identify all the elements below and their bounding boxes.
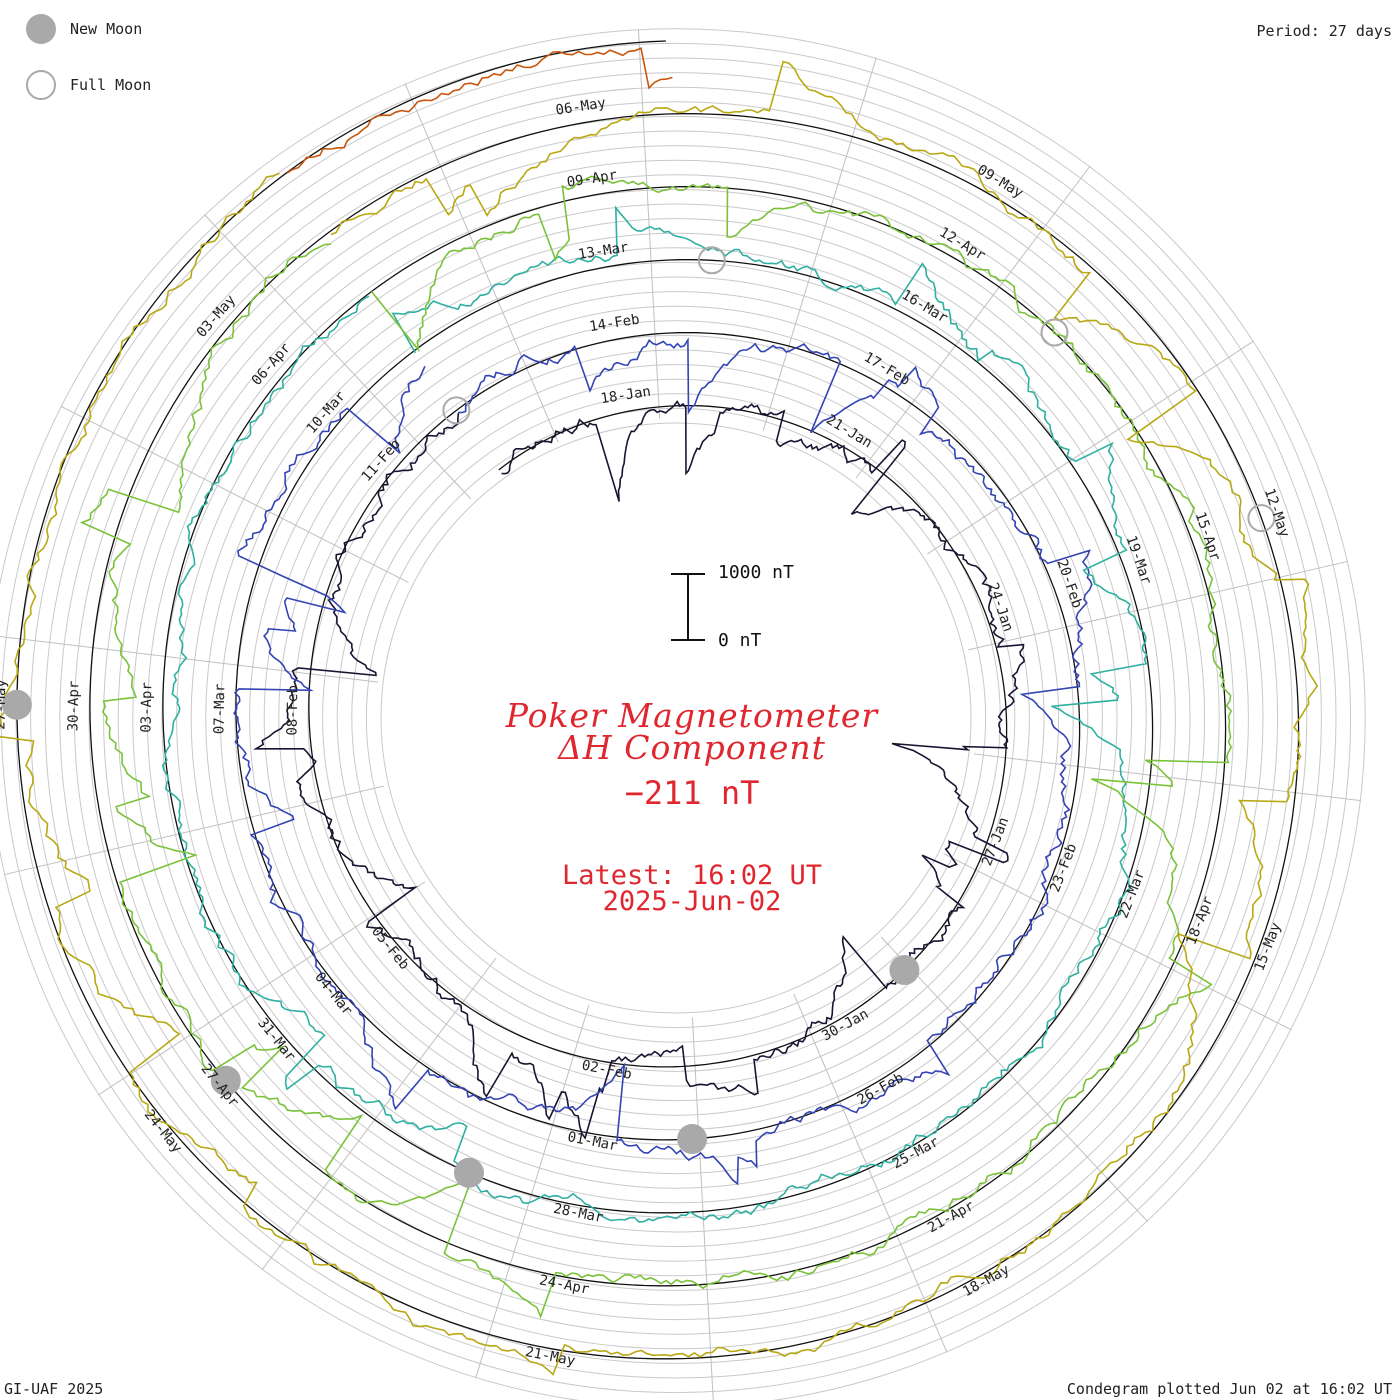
latest-time: Latest: 16:02 UT (561, 860, 823, 891)
grid-ring (88, 130, 1264, 1306)
date-label: 07-Mar (211, 683, 228, 734)
new-moon-marker (1, 689, 32, 720)
new-moon-marker (454, 1157, 484, 1188)
grid-spoke (691, 1017, 714, 1400)
grid-ring (249, 291, 1103, 1145)
grid-spoke (880, 936, 1149, 1222)
grid-layer (0, 28, 1366, 1400)
grid-spoke (261, 957, 497, 1271)
scale-bottom-label: 0 nT (718, 630, 762, 651)
series-turn-6 (286, 47, 673, 174)
date-label: 16-Mar (899, 287, 951, 327)
grid-spoke (3, 785, 384, 876)
chart-subtitle: ΔH Component (558, 728, 826, 767)
series-turn-5 (0, 60, 1319, 1376)
grid-spoke (0, 635, 379, 683)
date-label: 03-Apr (138, 682, 155, 733)
scale-bar (671, 573, 705, 641)
series-turn-4 (79, 175, 1233, 1319)
grid-ring (0, 28, 1366, 1400)
grid-spoke (943, 853, 1292, 1031)
grid-spoke (926, 340, 1255, 555)
series-turn-3 (161, 205, 1148, 1223)
grid-ring (234, 276, 1118, 1160)
new-moon-label: New Moon (70, 20, 143, 38)
grid-spoke (793, 993, 948, 1353)
grid-ring (336, 378, 1016, 1058)
date-label: 09-Apr (566, 167, 618, 191)
date-label: 21-Jan (823, 412, 875, 452)
grid-ring (59, 101, 1293, 1335)
grid-ring (44, 86, 1308, 1350)
data-series-layer (0, 47, 1319, 1376)
new-moon-icon (26, 14, 56, 44)
grid-ring (219, 261, 1133, 1175)
reference-spiral (16, 40, 1300, 1360)
date-label: 08-Feb (284, 685, 301, 736)
date-label: 05-Feb (368, 924, 412, 973)
grid-spoke (855, 165, 1091, 479)
new-moon-marker (210, 1065, 241, 1096)
spokes-layer (0, 28, 1362, 1400)
grid-ring (0, 42, 1352, 1394)
grid-spoke (762, 57, 877, 432)
series-turn-2 (233, 337, 1093, 1186)
zero-baseline-spiral (16, 40, 1300, 1360)
date-label: 04-Mar (311, 969, 355, 1018)
latest-date: 2025-Jun-02 (602, 886, 782, 917)
full-moon-marker (1247, 504, 1276, 533)
grid-spoke (97, 881, 426, 1096)
full-moon-icon (26, 70, 56, 100)
series-turn-1 (253, 400, 1026, 1140)
grid-ring (30, 72, 1322, 1364)
grid-ring (380, 422, 972, 1014)
full-moon-marker (1040, 318, 1069, 347)
grid-ring (117, 159, 1235, 1277)
grid-spoke (404, 83, 559, 443)
period-label: Period: 27 days (1256, 22, 1392, 40)
date-label: 13-Mar (577, 239, 629, 263)
date-label: 06-May (555, 95, 607, 119)
date-label: 27-May (0, 679, 9, 730)
legend-new-moon: New Moon (26, 14, 142, 44)
date-label: 18-Jan (600, 384, 652, 408)
full-moon-marker (697, 246, 726, 275)
new-moon-marker (889, 955, 920, 985)
grid-ring (263, 305, 1089, 1131)
chart-title: Poker Magnetometer (505, 696, 879, 735)
new-moon-marker (677, 1124, 708, 1154)
plotted-label: Condegram plotted Jun 02 at 16:02 UT (1066, 1380, 1392, 1398)
grid-ring (292, 334, 1060, 1102)
grid-ring (205, 247, 1147, 1189)
full-moon-label: Full Moon (70, 76, 152, 94)
grid-ring (103, 145, 1249, 1291)
full-moon-marker (442, 396, 471, 425)
grid-ring (307, 349, 1045, 1087)
scale-top-label: 1000 nT (718, 562, 794, 583)
current-value: −211 nT (624, 774, 760, 812)
grid-ring (190, 232, 1162, 1204)
grid-spoke (60, 405, 409, 583)
grid-ring (161, 203, 1191, 1233)
date-label: 30-Apr (65, 681, 82, 732)
date-label: 14-Feb (588, 312, 640, 336)
grid-spoke (968, 560, 1349, 651)
moon-markers (1, 246, 1276, 1188)
grid-ring (365, 407, 987, 1029)
grid-ring (132, 174, 1220, 1262)
credit-label: GI-UAF 2025 (4, 1380, 104, 1398)
grid-spoke (475, 1004, 590, 1379)
legend-full-moon: Full Moon (26, 70, 151, 100)
date-label: 31-Mar (254, 1015, 298, 1064)
grid-spoke (203, 214, 472, 500)
grid-ring (322, 364, 1030, 1072)
grid-spoke (637, 28, 661, 419)
grid-ring (73, 115, 1279, 1321)
